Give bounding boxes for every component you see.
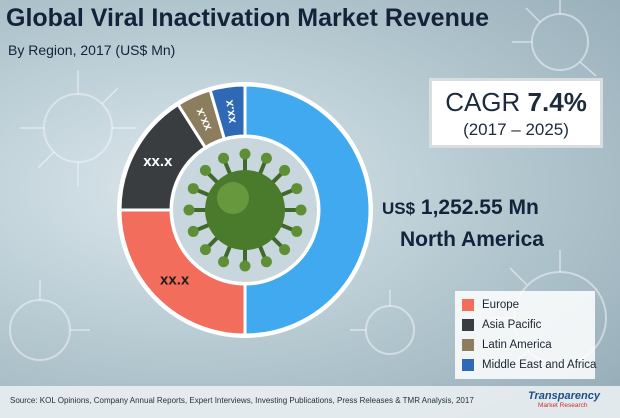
cagr-label: CAGR bbox=[445, 87, 521, 117]
chart-legend: Europe Asia Pacific Latin America Middle… bbox=[455, 291, 596, 379]
legend-swatch-europe bbox=[462, 299, 474, 311]
legend-swatch-latin-america bbox=[462, 339, 474, 351]
chart-title: Global Viral Inactivation Market Revenue bbox=[6, 4, 490, 32]
donut-segment-middle-east-and-africa bbox=[208, 83, 247, 141]
legend-label-europe: Europe bbox=[482, 299, 520, 311]
legend-item-asia-pacific: Asia Pacific bbox=[462, 315, 587, 335]
legend-item-latin-america: Latin America bbox=[462, 335, 587, 355]
legend-item-europe: Europe bbox=[462, 295, 587, 315]
cagr-box: CAGR 7.4% (2017 – 2025) bbox=[429, 78, 603, 148]
data-label-asia-pacific: xx.x bbox=[143, 153, 173, 170]
logo-sub-text: Market Research bbox=[538, 402, 588, 409]
highlight-value-line: US$ 1,252.55 Mn bbox=[382, 196, 539, 220]
source-note: Source: KOL Opinions, Company Annual Rep… bbox=[10, 396, 474, 405]
highlight-region: North America bbox=[400, 228, 544, 251]
footer-bar: Source: KOL Opinions, Company Annual Rep… bbox=[0, 386, 620, 418]
data-label-europe: xx.x bbox=[160, 271, 190, 288]
donut-segment-north-america bbox=[243, 83, 372, 337]
highlight-currency: US$ bbox=[382, 199, 416, 218]
cagr-value: 7.4% bbox=[527, 87, 587, 117]
legend-swatch-asia-pacific bbox=[462, 319, 474, 331]
company-logo: Transparency Market Research bbox=[528, 390, 600, 409]
legend-swatch-middle-east-africa bbox=[462, 359, 474, 371]
donut-segment-europe bbox=[118, 208, 247, 337]
logo-main-text: Transparency bbox=[528, 390, 600, 402]
virus-icon bbox=[173, 138, 317, 282]
legend-label-middle-east-africa: Middle East and Africa bbox=[482, 359, 597, 371]
cagr-line: CAGR 7.4% bbox=[432, 87, 600, 118]
highlight-unit: Mn bbox=[508, 196, 539, 219]
data-label-middle-east-and-africa: xx.x bbox=[222, 99, 239, 124]
legend-item-middle-east-africa: Middle East and Africa bbox=[462, 355, 596, 375]
legend-label-asia-pacific: Asia Pacific bbox=[482, 319, 542, 331]
chart-subtitle: By Region, 2017 (US$ Mn) bbox=[8, 42, 176, 58]
legend-label-latin-america: Latin America bbox=[482, 339, 552, 351]
highlight-value: 1,252.55 bbox=[420, 196, 503, 219]
cagr-period: (2017 – 2025) bbox=[463, 120, 569, 139]
